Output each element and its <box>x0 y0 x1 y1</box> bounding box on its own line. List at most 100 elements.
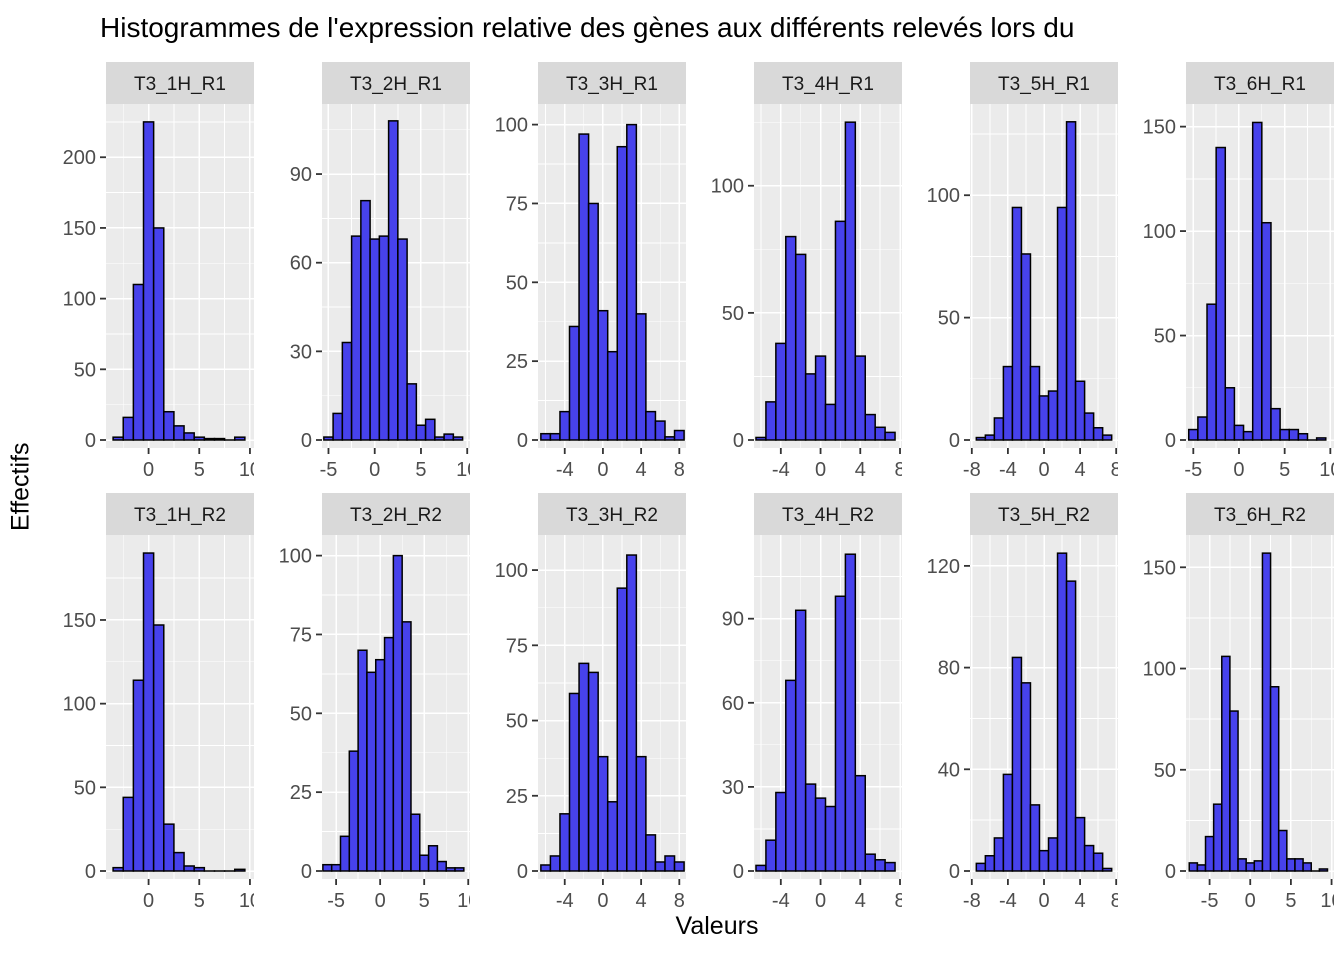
y-tick-label: 100 <box>63 289 96 311</box>
facet-strip-label: T3_2H_R1 <box>350 74 442 95</box>
histogram-bar <box>1269 686 1280 872</box>
histogram-bar <box>434 436 445 441</box>
facet-strip-label: T3_6H_R1 <box>1214 74 1306 95</box>
histogram-bar <box>785 235 797 441</box>
histogram-bar <box>626 123 638 441</box>
histogram-bar <box>597 755 609 872</box>
histogram-bar <box>606 801 619 872</box>
histogram-bar <box>993 417 1005 441</box>
y-tick-label: 0 <box>517 861 528 883</box>
y-tick-label: 100 <box>495 560 528 582</box>
histogram-bar <box>1245 862 1256 872</box>
facet-T3_1H_R1: T3_1H_R10510050100150200 <box>63 62 254 480</box>
histogram-bar <box>1206 303 1217 441</box>
facet-strip <box>970 62 1118 104</box>
histogram-bar <box>445 867 456 872</box>
x-tick-label: 5 <box>194 890 205 911</box>
x-tick-label: 0 <box>143 890 154 911</box>
y-tick-label: 0 <box>1165 861 1176 883</box>
x-tick-label: 4 <box>1075 459 1086 480</box>
facet-grid: T3_1H_R10510050100150200T3_2H_R1-5051003… <box>38 62 1334 911</box>
histogram-bar <box>993 837 1005 872</box>
histogram-bar <box>775 342 787 441</box>
histogram-bar <box>1212 803 1223 872</box>
histogram-bar <box>854 355 866 441</box>
x-tick-label: 0 <box>597 890 608 911</box>
histogram-bar <box>1197 416 1208 441</box>
facet-strip-label: T3_4H_R1 <box>782 74 874 95</box>
histogram-bar <box>635 755 647 872</box>
histogram-bar <box>824 403 837 441</box>
histogram-bar <box>369 238 381 441</box>
histogram-bar <box>645 834 657 872</box>
histogram-bar <box>616 587 628 872</box>
histogram-bar <box>1270 407 1281 441</box>
histogram-bar <box>1261 221 1272 441</box>
x-tick-label: 0 <box>815 459 826 480</box>
facet-strip <box>1186 62 1334 104</box>
x-tick-label: -4 <box>772 890 790 911</box>
histogram-bar <box>844 553 857 872</box>
x-tick-label: 8 <box>894 459 902 480</box>
histogram-bar <box>1224 387 1236 441</box>
histogram-bar <box>1011 206 1023 441</box>
histogram-bar <box>415 424 427 441</box>
histogram-bar <box>1020 253 1032 441</box>
y-tick-label: 100 <box>279 546 312 568</box>
facet-strip-label: T3_5H_R2 <box>998 505 1090 526</box>
histogram-bar <box>765 839 777 872</box>
y-tick-label: 150 <box>1143 117 1176 139</box>
histogram-bar <box>339 835 351 872</box>
histogram-bar <box>540 864 552 872</box>
histogram-bar <box>427 845 439 872</box>
x-tick-label: 0 <box>1233 459 1244 480</box>
histogram-bar <box>1047 390 1059 441</box>
x-tick-label: -4 <box>999 890 1017 911</box>
panel-background <box>1186 535 1334 879</box>
y-tick-label: 50 <box>506 272 528 294</box>
histogram-bar <box>597 309 609 441</box>
facet-T3_2H_R2: T3_2H_R2-505100255075100 <box>279 493 470 911</box>
histogram-bar <box>755 436 767 441</box>
histogram-bar <box>341 341 353 441</box>
x-tick-label: 4 <box>855 459 866 480</box>
facet-T3_3H_R1: T3_3H_R1 -4 0 4 8 0 25 50 75 100 <box>495 62 686 480</box>
histogram-bar <box>804 783 817 872</box>
panel-background <box>106 104 254 448</box>
facet-strip <box>106 62 254 104</box>
x-tick-label: 0 <box>143 459 154 480</box>
y-tick-label: 40 <box>938 759 960 781</box>
histogram-bar <box>654 861 666 872</box>
plot-title: Histogrammes de l'expression relative de… <box>100 12 1075 43</box>
y-tick-label: 30 <box>722 777 744 799</box>
histogram-bar <box>213 437 226 441</box>
histogram-bar <box>436 860 447 872</box>
histogram-bar <box>132 283 145 441</box>
y-tick-label: 25 <box>290 782 312 804</box>
y-tick-label: 50 <box>74 777 96 799</box>
y-tick-label: 50 <box>938 308 960 330</box>
histogram-bar <box>1074 816 1086 872</box>
x-tick-label: 4 <box>636 890 647 911</box>
y-tick-label: 50 <box>1154 326 1176 348</box>
x-tick-label: 5 <box>194 459 205 480</box>
histogram-bar <box>183 865 195 872</box>
histogram-bar <box>874 859 886 872</box>
x-tick-label: 4 <box>1075 890 1086 911</box>
histogram-bar <box>616 145 628 441</box>
y-tick-label: 50 <box>290 703 312 725</box>
facet-strip <box>538 493 686 535</box>
histogram-bar <box>1029 804 1041 872</box>
histogram-bar <box>626 554 638 872</box>
y-tick-label: 0 <box>85 861 96 883</box>
x-tick-label: -4 <box>772 459 790 480</box>
histogram-bar <box>635 313 647 441</box>
histogram-bar <box>664 855 676 872</box>
histogram-bar <box>1092 427 1104 441</box>
x-tick-label: 5 <box>415 459 426 480</box>
histogram-bar <box>330 863 342 872</box>
x-tick-label: 10 <box>456 459 470 480</box>
histogram-bar <box>323 436 334 441</box>
x-tick-label: 8 <box>674 459 685 480</box>
histogram-bar <box>673 429 685 441</box>
